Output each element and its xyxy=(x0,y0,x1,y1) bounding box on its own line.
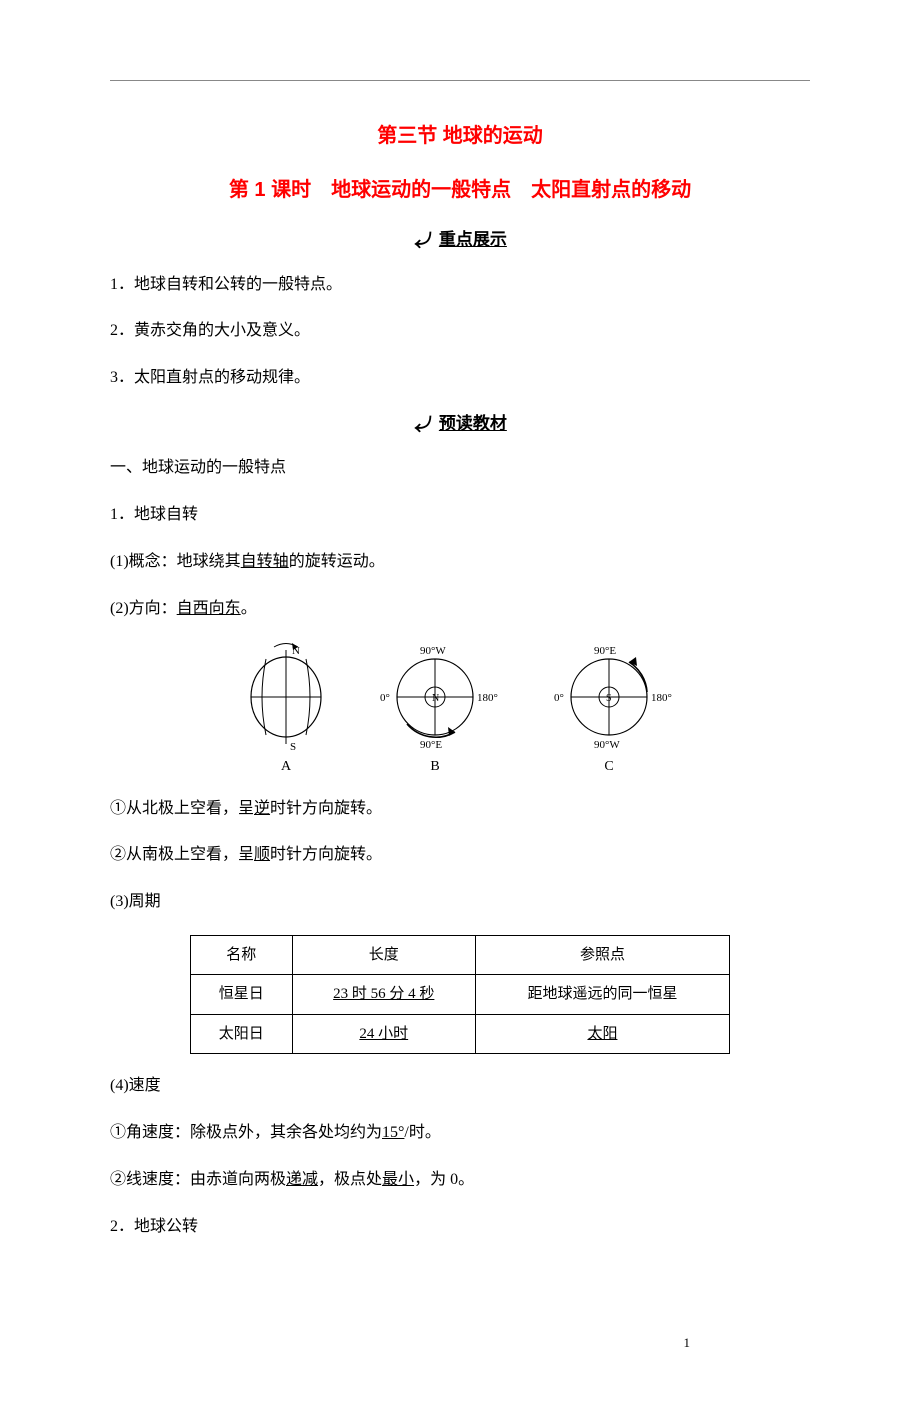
text: ②线速度：由赤道向两极 xyxy=(110,1171,286,1188)
heading-general: 一、地球运动的一般特点 xyxy=(110,454,810,483)
text: (1)概念：地球绕其 xyxy=(110,553,241,570)
underline: 15° xyxy=(382,1124,404,1141)
arrow-icon: ⤵ xyxy=(409,415,435,432)
underline: 太阳 xyxy=(587,1026,617,1042)
title-main: 第三节 地球的运动 xyxy=(110,121,810,151)
text: 时针方向旋转。 xyxy=(270,846,382,863)
svg-text:90°E: 90°E xyxy=(594,645,616,657)
underline: 自西向东 xyxy=(177,600,241,617)
svg-text:0°: 0° xyxy=(554,692,564,704)
focus-point: 1．地球自转和公转的一般特点。 xyxy=(110,271,810,300)
underline: 递减 xyxy=(286,1171,318,1188)
section-focus-header: ⤵ 重点展示 xyxy=(110,227,810,253)
linear-speed: ②线速度：由赤道向两极递减，极点处最小，为 0。 xyxy=(110,1166,810,1195)
td-length: 23 时 56 分 4 秒 xyxy=(292,975,475,1015)
rotation-concept: (1)概念：地球绕其自转轴的旋转运动。 xyxy=(110,548,810,577)
svg-text:90°E: 90°E xyxy=(420,739,442,751)
svg-text:S: S xyxy=(606,693,612,704)
table-row: 恒星日 23 时 56 分 4 秒 距地球遥远的同一恒星 xyxy=(191,975,730,1015)
text: ②从南极上空看，呈 xyxy=(110,846,254,863)
td-ref: 距地球遥远的同一恒星 xyxy=(475,975,729,1015)
period-label: (3)周期 xyxy=(110,888,810,917)
text: ，极点处 xyxy=(318,1171,382,1188)
underline: 23 时 56 分 4 秒 xyxy=(333,986,434,1002)
svg-text:180°: 180° xyxy=(651,692,672,704)
td-name: 恒星日 xyxy=(191,975,293,1015)
south-view: ②从南极上空看，呈顺时针方向旋转。 xyxy=(110,841,810,870)
th-length: 长度 xyxy=(292,935,475,975)
diagram-a-label: A xyxy=(236,756,336,777)
diagram-a: N S A xyxy=(236,642,336,777)
section-preview-header: ⤵ 预读教材 xyxy=(110,411,810,437)
svg-text:N: N xyxy=(432,693,439,704)
svg-text:90°W: 90°W xyxy=(420,645,446,657)
diagram-b-label: B xyxy=(360,756,510,777)
page-number: 1 xyxy=(684,1333,691,1353)
text: 时针方向旋转。 xyxy=(270,800,382,817)
th-ref: 参照点 xyxy=(475,935,729,975)
svg-text:S: S xyxy=(290,741,296,752)
header-rule xyxy=(110,80,810,81)
table-row: 名称 长度 参照点 xyxy=(191,935,730,975)
rotation-direction: (2)方向：自西向东。 xyxy=(110,595,810,624)
revolution-heading: 2．地球公转 xyxy=(110,1213,810,1242)
td-name: 太阳日 xyxy=(191,1014,293,1054)
arrow-icon: ⤵ xyxy=(409,231,435,248)
table-row: 太阳日 24 小时 太阳 xyxy=(191,1014,730,1054)
td-ref: 太阳 xyxy=(475,1014,729,1054)
underline: 最小 xyxy=(382,1171,414,1188)
section-focus-text: 重点展示 xyxy=(439,230,507,249)
svg-text:0°: 0° xyxy=(380,692,390,704)
text: ①从北极上空看，呈 xyxy=(110,800,254,817)
title-sub: 第 1 课时 地球运动的一般特点 太阳直射点的移动 xyxy=(110,175,810,205)
underline: 24 小时 xyxy=(359,1026,408,1042)
text: 的旋转运动。 xyxy=(289,553,385,570)
underline: 逆 xyxy=(254,800,270,817)
diagram-c: S 90°E 90°W 0° 180° C xyxy=(534,642,684,777)
text: (2)方向： xyxy=(110,600,177,617)
text: 。 xyxy=(241,600,257,617)
north-view: ①从北极上空看，呈逆时针方向旋转。 xyxy=(110,795,810,824)
th-name: 名称 xyxy=(191,935,293,975)
focus-point: 2．黄赤交角的大小及意义。 xyxy=(110,317,810,346)
text: ①角速度：除极点外，其余各处均约为 xyxy=(110,1124,382,1141)
speed-label: (4)速度 xyxy=(110,1072,810,1101)
diagram-b: N 90°W 90°E 0° 180° B xyxy=(360,642,510,777)
focus-point: 3．太阳直射点的移动规律。 xyxy=(110,364,810,393)
underline: 自转轴 xyxy=(241,553,289,570)
svg-text:180°: 180° xyxy=(477,692,498,704)
diagram-c-label: C xyxy=(534,756,684,777)
svg-text:90°W: 90°W xyxy=(594,739,620,751)
text: /时。 xyxy=(404,1124,440,1141)
td-length: 24 小时 xyxy=(292,1014,475,1054)
text: ，为 0。 xyxy=(414,1171,474,1188)
period-table: 名称 长度 参照点 恒星日 23 时 56 分 4 秒 距地球遥远的同一恒星 太… xyxy=(190,935,730,1055)
section-preview-text: 预读教材 xyxy=(439,414,507,433)
rotation-heading: 1．地球自转 xyxy=(110,501,810,530)
angular-speed: ①角速度：除极点外，其余各处均约为15°/时。 xyxy=(110,1119,810,1148)
underline: 顺 xyxy=(254,846,270,863)
diagram-row: N S A N 90°W 90°E 0° 180° B xyxy=(110,642,810,777)
svg-text:N: N xyxy=(292,645,300,657)
